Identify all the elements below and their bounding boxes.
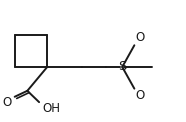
Text: O: O: [136, 89, 145, 102]
Text: O: O: [136, 31, 145, 44]
Text: O: O: [2, 96, 11, 109]
Text: S: S: [118, 60, 126, 73]
Text: OH: OH: [43, 102, 61, 115]
